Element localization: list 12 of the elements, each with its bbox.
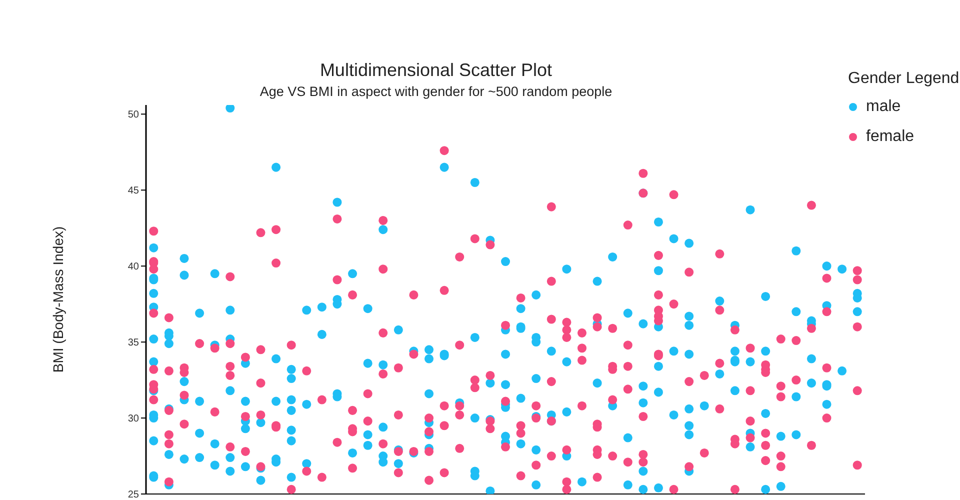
y-tick-label: 45 [128, 186, 140, 197]
y-tick-label: 30 [128, 414, 140, 425]
y-tick-label: 25 [128, 490, 140, 500]
chart-title: Multidimensional Scatter Plot [320, 60, 552, 80]
y-tick-label: 50 [128, 110, 140, 121]
legend-title: Gender Legend [848, 70, 960, 88]
y-tick-label: 35 [128, 338, 140, 349]
chart-subtitle: Age VS BMI in aspect with gender for ~500 random people [260, 84, 612, 99]
y-tick-label: 40 [128, 262, 140, 273]
y-axis-title: BMI (Body-Mass Index) [50, 226, 66, 373]
legend-label: male [866, 98, 901, 116]
legend-label: female [866, 128, 914, 146]
